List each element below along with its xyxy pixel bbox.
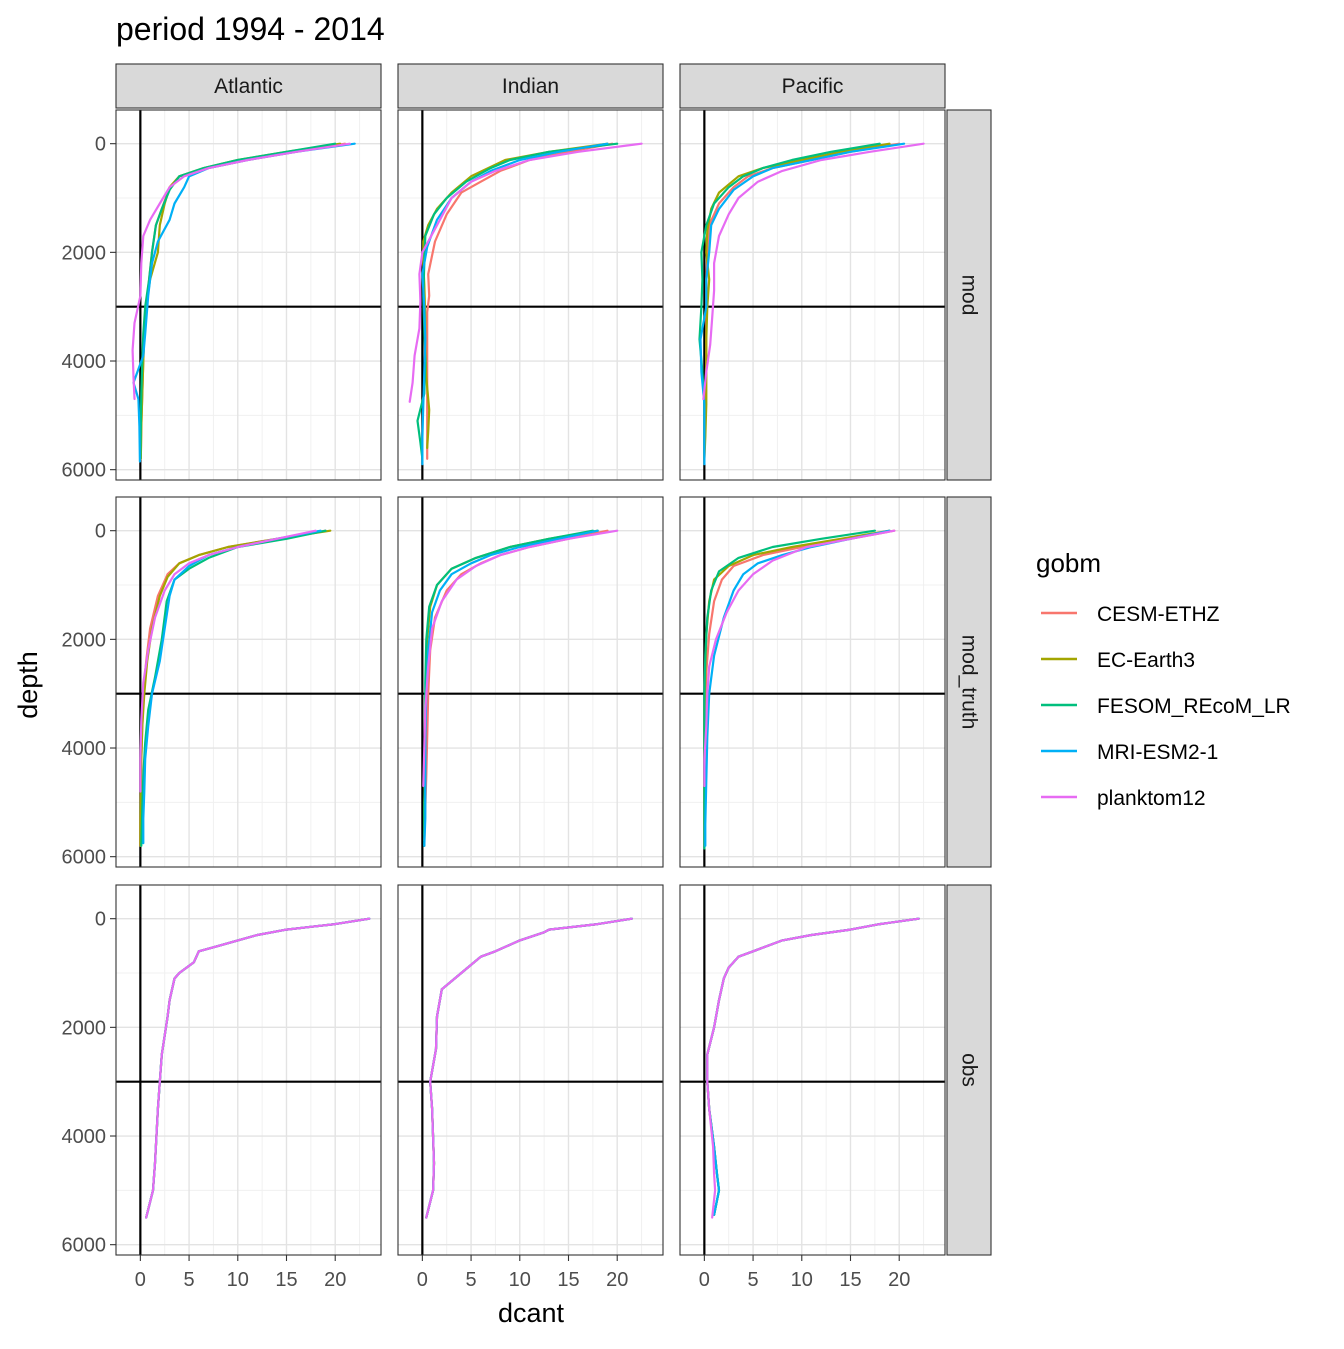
series-line bbox=[703, 529, 896, 788]
facet-panel bbox=[397, 884, 664, 1256]
y-tick-label: 0 bbox=[95, 134, 106, 156]
column-strip-label: Indian bbox=[502, 75, 559, 98]
chart-title: period 1994 - 2014 bbox=[116, 11, 385, 47]
panel-border bbox=[115, 884, 382, 1256]
panel-background bbox=[398, 497, 663, 867]
x-tick-label: 5 bbox=[184, 1269, 195, 1291]
legend-label: planktom12 bbox=[1097, 787, 1206, 810]
x-tick-label: 15 bbox=[275, 1269, 297, 1291]
series-line bbox=[139, 529, 317, 793]
legend-label: EC-Earth3 bbox=[1097, 649, 1195, 672]
series-line bbox=[139, 142, 337, 460]
series-line bbox=[702, 142, 925, 401]
column-strip-label: Pacific bbox=[782, 75, 844, 98]
y-tick-label: 0 bbox=[95, 909, 106, 931]
row-strip bbox=[946, 496, 992, 868]
column-strip-label: Atlantic bbox=[214, 75, 283, 98]
x-tick-label: 5 bbox=[748, 1269, 759, 1291]
panel-border bbox=[397, 496, 664, 868]
y-axis-title: depth bbox=[13, 651, 43, 719]
panel-background bbox=[680, 885, 945, 1255]
y-tick-label: 4000 bbox=[62, 351, 107, 373]
panel-background bbox=[116, 110, 381, 480]
series-line bbox=[425, 917, 633, 1219]
x-tick-label: 15 bbox=[839, 1269, 861, 1291]
column-strip bbox=[679, 63, 946, 109]
panel-background bbox=[116, 885, 381, 1255]
x-tick-label: 0 bbox=[135, 1269, 146, 1291]
legend: gobm CESM-ETHZ EC-Earth3 FESOM_REcoM_LR MRI… bbox=[1036, 548, 1291, 810]
y-tick-label: 6000 bbox=[62, 1235, 107, 1257]
panel-background bbox=[398, 110, 663, 480]
series-line bbox=[421, 142, 609, 466]
x-axis-title: dcant bbox=[498, 1298, 565, 1328]
x-tick-label: 20 bbox=[888, 1269, 910, 1291]
y-tick-label: 0 bbox=[95, 521, 106, 543]
y-tick-label: 2000 bbox=[62, 242, 107, 264]
x-tick-label: 15 bbox=[557, 1269, 579, 1291]
x-tick-label: 5 bbox=[466, 1269, 477, 1291]
row-strip bbox=[946, 884, 992, 1256]
facet-panels bbox=[115, 109, 946, 1256]
axes: 0200040006000020004000600002000400060000… bbox=[62, 134, 911, 1291]
y-tick-label: 6000 bbox=[62, 460, 107, 482]
facet-panel bbox=[397, 109, 664, 481]
x-tick-label: 10 bbox=[791, 1269, 813, 1291]
series-line bbox=[704, 529, 891, 847]
legend-items: CESM-ETHZ EC-Earth3 FESOM_REcoM_LR MRI-ESM2… bbox=[1041, 603, 1291, 810]
panel-border bbox=[397, 109, 664, 481]
facet-panel bbox=[679, 496, 946, 868]
series-line bbox=[408, 142, 643, 403]
y-tick-label: 2000 bbox=[62, 1017, 107, 1039]
row-strip-label: mod_truth bbox=[958, 635, 981, 730]
panel-background bbox=[680, 497, 945, 867]
panel-border bbox=[397, 884, 664, 1256]
y-tick-label: 4000 bbox=[62, 738, 107, 760]
panel-border bbox=[679, 884, 946, 1256]
y-tick-label: 2000 bbox=[62, 629, 107, 651]
series-line bbox=[699, 142, 906, 466]
panel-background bbox=[680, 110, 945, 480]
row-strip-label: mod bbox=[958, 275, 981, 316]
facet-panel bbox=[115, 109, 382, 481]
panel-background bbox=[116, 497, 381, 867]
series-line bbox=[703, 142, 891, 460]
panel-border bbox=[679, 496, 946, 868]
column-strip bbox=[115, 63, 382, 109]
column-strip bbox=[397, 63, 664, 109]
legend-label: CESM-ETHZ bbox=[1097, 603, 1220, 626]
legend-title: gobm bbox=[1036, 548, 1101, 578]
legend-label: FESOM_REcoM_LR bbox=[1097, 695, 1291, 718]
x-tick-label: 10 bbox=[509, 1269, 531, 1291]
facet-panel bbox=[679, 109, 946, 481]
series-line bbox=[423, 529, 599, 847]
panel-border bbox=[679, 109, 946, 481]
series-line bbox=[145, 917, 371, 1219]
panel-background bbox=[398, 885, 663, 1255]
series-line bbox=[422, 529, 619, 788]
x-tick-label: 0 bbox=[699, 1269, 710, 1291]
y-tick-label: 4000 bbox=[62, 1126, 107, 1148]
x-tick-label: 0 bbox=[417, 1269, 428, 1291]
series-line bbox=[131, 142, 351, 401]
facet-panel bbox=[397, 496, 664, 868]
legend-label: MRI-ESM2-1 bbox=[1097, 741, 1218, 764]
x-tick-label: 10 bbox=[227, 1269, 249, 1291]
x-tick-label: 20 bbox=[324, 1269, 346, 1291]
x-tick-label: 20 bbox=[606, 1269, 628, 1291]
panel-border bbox=[115, 109, 382, 481]
facet-panel bbox=[679, 884, 946, 1256]
series-line bbox=[706, 917, 920, 1219]
y-tick-label: 6000 bbox=[62, 847, 107, 869]
row-strip-label: obs bbox=[958, 1053, 981, 1087]
facet-panel bbox=[115, 496, 382, 868]
row-strip bbox=[946, 109, 992, 481]
facet-panel bbox=[115, 884, 382, 1256]
panel-border bbox=[115, 496, 382, 868]
